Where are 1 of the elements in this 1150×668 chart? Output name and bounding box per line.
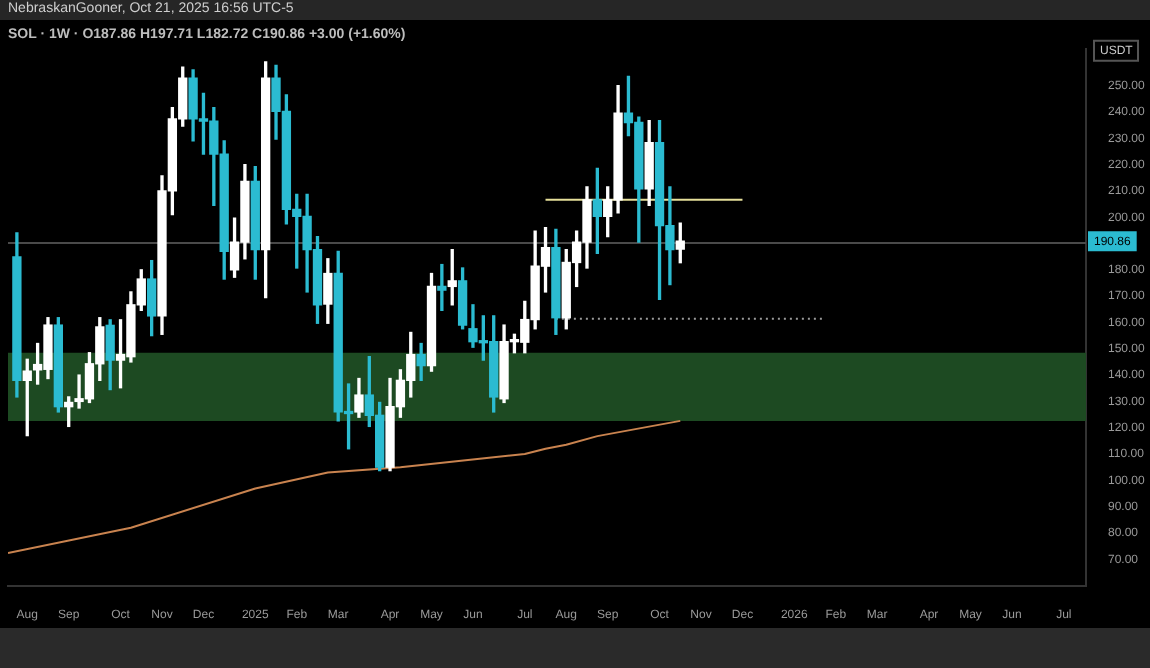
candlestick: [437, 263, 447, 312]
